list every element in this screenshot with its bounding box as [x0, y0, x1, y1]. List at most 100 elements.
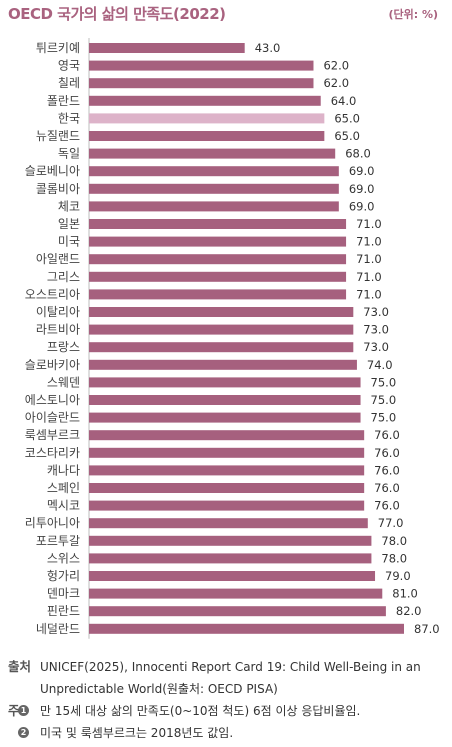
bar [89, 623, 404, 634]
category-label: 아일랜드 [36, 252, 80, 266]
bar [89, 324, 354, 335]
category-label: 헝가리 [47, 569, 80, 583]
value-label: 75.0 [371, 393, 397, 407]
value-label: 77.0 [378, 516, 404, 530]
bar [89, 166, 339, 177]
value-label: 64.0 [331, 94, 357, 108]
category-label: 미국 [58, 235, 80, 249]
category-label: 덴마크 [47, 587, 80, 601]
category-label: 아이슬란드 [25, 411, 80, 425]
bar [89, 430, 365, 441]
source-key: 출처 [8, 659, 32, 674]
note-key: 주 [8, 703, 20, 718]
bar [89, 465, 365, 476]
bar [89, 43, 245, 53]
bar [89, 289, 347, 300]
value-label: 76.0 [374, 428, 400, 442]
unit-label: (단위: %) [388, 8, 438, 21]
note-2-text: 미국 및 룩셈부르크는 2018년도 값임. [40, 726, 234, 740]
note-1-number-badge: 1 [18, 705, 29, 716]
category-label: 일본 [58, 217, 80, 231]
value-label: 74.0 [367, 358, 393, 372]
value-label: 82.0 [396, 604, 422, 618]
value-label: 76.0 [374, 481, 400, 495]
value-label: 73.0 [363, 323, 389, 337]
bar [89, 571, 376, 581]
bar [89, 342, 354, 353]
category-label: 체코 [58, 199, 80, 213]
value-label: 76.0 [374, 463, 400, 477]
category-label: 캐나다 [47, 463, 80, 477]
value-label: 71.0 [356, 270, 382, 284]
value-label: 76.0 [374, 446, 400, 460]
note-2: 2 미국 및 룩셈부르크는 2018년도 값임. [8, 722, 448, 744]
value-label: 81.0 [392, 587, 418, 601]
category-label: 스위스 [47, 551, 80, 565]
value-label: 79.0 [385, 569, 411, 583]
value-label: 71.0 [356, 235, 382, 249]
category-label: 뉴질랜드 [36, 129, 80, 143]
value-label: 73.0 [363, 305, 389, 319]
category-label: 이탈리아 [36, 305, 80, 319]
bar [89, 201, 339, 212]
category-label: 포르투갈 [36, 534, 80, 548]
category-label: 네덜란드 [36, 622, 80, 636]
category-label: 라트비아 [36, 323, 80, 337]
value-label: 69.0 [349, 164, 375, 178]
chart-footer: 출처 UNICEF(2025), Innocenti Report Card 1… [8, 656, 448, 744]
bar [89, 95, 321, 106]
bar [89, 78, 314, 89]
bar [89, 236, 347, 247]
value-label: 71.0 [356, 217, 382, 231]
category-label: 리투아니아 [25, 516, 80, 530]
bar-chart: 튀르키예 43.0 영국 62.0 칠레 62.0 폴란드 64.0 한국 65.0 뉴질랜드 65.… [25, 38, 440, 639]
value-label: 76.0 [374, 499, 400, 513]
category-label: 프랑스 [47, 340, 80, 354]
category-label: 핀란드 [47, 604, 80, 618]
value-label: 75.0 [371, 375, 397, 389]
bar [89, 60, 314, 71]
category-label: 오스트리아 [25, 287, 80, 301]
bar [89, 553, 372, 564]
value-label: 87.0 [414, 622, 440, 636]
value-label: 71.0 [356, 287, 382, 301]
value-label: 68.0 [345, 147, 371, 161]
bar [89, 113, 325, 124]
value-label: 62.0 [323, 59, 349, 73]
bar [89, 606, 386, 617]
category-label: 슬로베니아 [25, 164, 80, 178]
category-label: 에스토니아 [25, 393, 80, 407]
source-text-line-2: Unpredictable World(원출처: OECD PISA) [40, 682, 278, 696]
bar [89, 447, 365, 458]
bar [89, 271, 347, 282]
value-label: 73.0 [363, 340, 389, 354]
bar [89, 377, 361, 388]
category-label: 독일 [58, 147, 80, 161]
category-label: 룩셈부르크 [25, 428, 80, 442]
note-1-text: 만 15세 대상 삶의 만족도(0~10점 척도) 6점 이상 응답비율임. [40, 704, 361, 718]
bar [89, 395, 361, 405]
bar [89, 219, 347, 229]
bar [89, 183, 339, 194]
chart-title: OECD 국가의 삶의 만족도(2022) [8, 5, 226, 23]
category-label: 스페인 [47, 481, 80, 495]
category-label: 튀르키예 [36, 41, 80, 55]
value-label: 62.0 [323, 76, 349, 90]
value-label: 71.0 [356, 252, 382, 266]
category-label: 그리스 [47, 270, 80, 284]
value-label: 69.0 [349, 182, 375, 196]
category-label: 멕시코 [47, 499, 80, 513]
category-label: 스웨덴 [47, 375, 80, 389]
value-label: 65.0 [334, 129, 360, 143]
bar [89, 588, 383, 599]
value-label: 78.0 [381, 551, 407, 565]
category-label: 한국 [58, 111, 80, 125]
category-label: 영국 [58, 59, 80, 73]
bar [89, 254, 347, 265]
value-label: 75.0 [371, 411, 397, 425]
category-label: 폴란드 [47, 94, 80, 108]
bar [89, 535, 372, 546]
bar [89, 148, 336, 159]
category-label: 콜롬비아 [36, 182, 80, 196]
bar [89, 359, 357, 370]
